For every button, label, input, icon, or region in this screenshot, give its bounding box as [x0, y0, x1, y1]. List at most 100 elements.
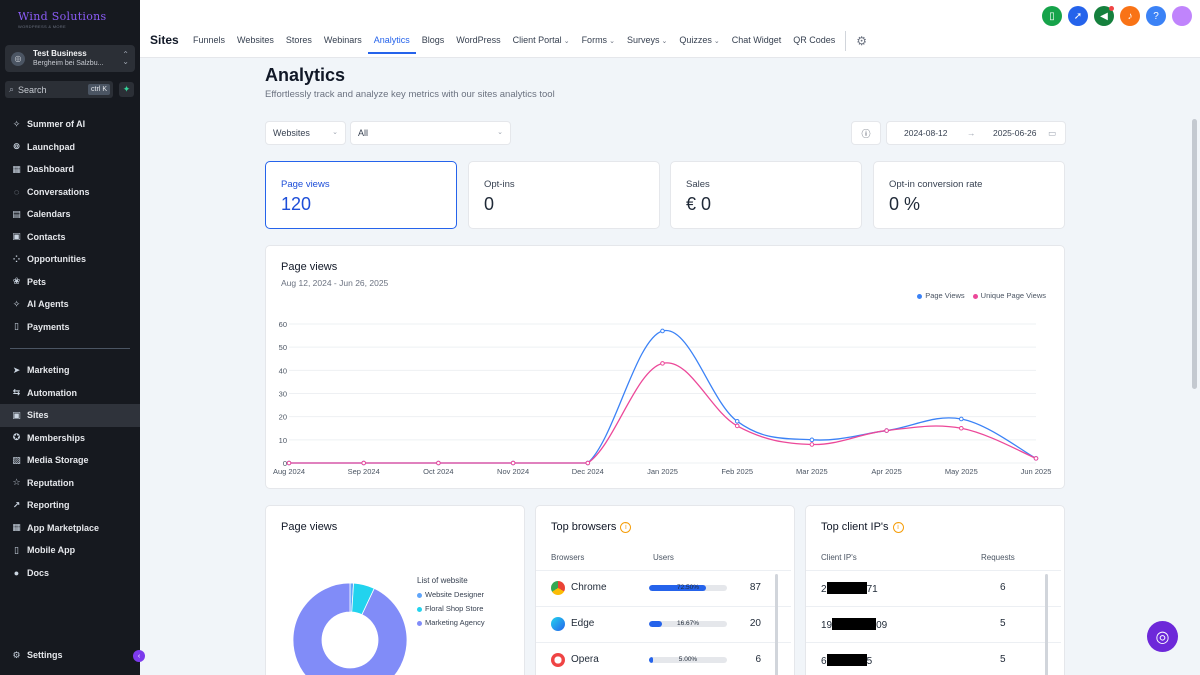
sidebar-item-memberships[interactable]: ✪ Memberships [0, 427, 140, 450]
sidebar-item-reporting[interactable]: ↗ Reporting [0, 494, 140, 517]
info-icon[interactable]: i [892, 522, 904, 533]
sidebar-item-marketing[interactable]: ➤ Marketing [0, 359, 140, 382]
data-point[interactable] [660, 361, 665, 366]
logo[interactable]: Wind Solutions WORDPRESS & MORE [18, 10, 122, 34]
ips-scrollbar[interactable] [1045, 574, 1048, 675]
stat-sales[interactable]: Sales € 0 [670, 161, 862, 229]
help-icon[interactable]: ? [1146, 6, 1166, 26]
page-scrollbar[interactable] [1192, 119, 1197, 389]
data-point[interactable] [286, 460, 292, 466]
date-range-picker[interactable]: 2024-08-12 → 2025-06-26 ▭ [886, 121, 1066, 145]
sidebar-item-app-marketplace[interactable]: ▦ App Marketplace [0, 517, 140, 540]
data-point[interactable] [884, 428, 889, 433]
sidebar-item-launchpad[interactable]: ⊚ Launchpad [0, 136, 140, 159]
sidebar-item-payments[interactable]: ▯ Payments [0, 316, 140, 339]
card-title: Page views [281, 521, 338, 533]
pie-legend-item[interactable]: Floral Shop Store [417, 604, 485, 613]
data-point[interactable] [361, 460, 366, 466]
legend-swatch [917, 293, 923, 299]
data-point[interactable] [959, 416, 964, 422]
quick-action-bolt-icon[interactable]: ✦ [119, 82, 134, 97]
tab-websites[interactable]: Websites [231, 28, 280, 54]
megaphone-icon[interactable]: ◀ [1094, 6, 1114, 26]
data-point[interactable] [1033, 456, 1039, 461]
filter-value-select[interactable]: All ⌄ [350, 121, 511, 145]
tab-qr-codes[interactable]: QR Codes [787, 28, 841, 54]
tab-funnels[interactable]: Funnels [187, 28, 231, 54]
collapse-sidebar-button[interactable]: ‹ [133, 650, 145, 662]
sidebar-item-automation[interactable]: ⇆ Automation [0, 382, 140, 405]
sidebar-item-mobile-app[interactable]: ▯ Mobile App [0, 539, 140, 562]
data-point[interactable] [734, 423, 740, 429]
browser-row-chrome[interactable]: Chrome 72.50% 87 [536, 570, 791, 606]
chevron-down-icon: ⌄ [661, 38, 668, 45]
help-widget-button[interactable]: ◎ [1147, 621, 1178, 652]
browser-row-opera[interactable]: Opera 5.00% 6 [536, 642, 791, 675]
request-count: 5 [1000, 618, 1006, 629]
sidebar-item-summer-of-ai[interactable]: ✧ Summer of AI [0, 113, 140, 136]
data-point[interactable] [585, 460, 591, 466]
tab-blogs[interactable]: Blogs [416, 28, 451, 54]
data-point[interactable] [809, 437, 815, 443]
pie-slice-marketing-agency[interactable] [292, 582, 408, 675]
sidebar-item-conversations[interactable]: ◌ Conversations [0, 181, 140, 204]
tab-quizzes[interactable]: Quizzes ⌄ [673, 28, 725, 54]
browser-row-edge[interactable]: Edge 16.67% 20 [536, 606, 791, 642]
bell-icon[interactable]: ♪ [1120, 6, 1140, 26]
data-point[interactable] [660, 328, 665, 334]
data-point[interactable] [436, 460, 441, 466]
avatar[interactable] [1172, 6, 1192, 26]
tab-wordpress[interactable]: WordPress [450, 28, 506, 54]
ip-row[interactable]: 19 09 5 [806, 606, 1061, 642]
stat-opt-ins[interactable]: Opt-ins 0 [468, 161, 660, 229]
data-point[interactable] [809, 442, 815, 447]
tab-analytics[interactable]: Analytics [367, 28, 416, 54]
tab-forms[interactable]: Forms ⌄ [576, 28, 621, 54]
sidebar-item-settings[interactable]: ⚙ Settings [0, 644, 140, 667]
sidebar-item-ai-agents[interactable]: ✧ AI Agents [0, 293, 140, 316]
info-icon[interactable]: i [620, 522, 632, 533]
tab-stores[interactable]: Stores [280, 28, 318, 54]
sidebar-item-media-storage[interactable]: ▨ Media Storage [0, 449, 140, 472]
sidebar-item-calendars[interactable]: ▤ Calendars [0, 203, 140, 226]
x-tick-label: Aug 2024 [273, 467, 305, 476]
data-point[interactable] [734, 419, 740, 424]
tab-webinars[interactable]: Webinars [318, 28, 368, 54]
search-input[interactable] [18, 84, 79, 95]
opportunities-icon: ⁘ [12, 253, 21, 264]
sidebar-item-docs[interactable]: ● Docs [0, 562, 140, 585]
sidebar-item-contacts[interactable]: ▣ Contacts [0, 226, 140, 249]
stat-conversion-rate[interactable]: Opt-in conversion rate 0 % [873, 161, 1065, 229]
sidebar-item-opportunities[interactable]: ⁘ Opportunities [0, 248, 140, 271]
search-box[interactable]: ⌕ ctrl K [5, 81, 113, 98]
star-icon: ☆ [12, 477, 21, 488]
data-point[interactable] [510, 460, 516, 466]
info-button[interactable]: ⓘ [851, 121, 881, 145]
sidebar-item-sites[interactable]: ▣ Sites [0, 404, 140, 427]
gear-icon[interactable]: ⚙ [856, 34, 868, 48]
rocket-launch-icon[interactable]: ➚ [1068, 6, 1088, 26]
browsers-scrollbar[interactable] [775, 574, 778, 675]
data-point[interactable] [959, 425, 964, 431]
legend-item[interactable]: Unique Page Views [972, 291, 1046, 300]
tab-chat-widget[interactable]: Chat Widget [726, 28, 788, 54]
pie-legend-item[interactable]: Website Designer [417, 590, 485, 599]
sidebar-item-dashboard[interactable]: ▦ Dashboard [0, 158, 140, 181]
usage-bar-fill [649, 585, 706, 591]
filter-type-select[interactable]: Websites ⌄ [265, 121, 346, 145]
ip-row[interactable]: 2 71 6 [806, 570, 1061, 606]
legend-item[interactable]: Page Views [917, 291, 965, 300]
pie-legend-item[interactable]: Marketing Agency [417, 618, 485, 627]
chart-icon: ↗ [12, 499, 21, 510]
account-switcher[interactable]: ◎ Test Business Bergheim bei Salzbu... ⌃… [5, 45, 135, 72]
tab-surveys[interactable]: Surveys ⌄ [621, 28, 673, 54]
tab-client-portal[interactable]: Client Portal ⌄ [507, 28, 576, 54]
sidebar-item-pets[interactable]: ❀ Pets [0, 271, 140, 294]
stat-page-views[interactable]: Page views 120 [265, 161, 457, 229]
filter-value: All [358, 128, 369, 138]
phone-icon[interactable]: ▯ [1042, 6, 1062, 26]
logo-text: Wind Solutions [18, 10, 107, 23]
sidebar-item-reputation[interactable]: ☆ Reputation [0, 472, 140, 495]
y-tick-label: 60 [279, 320, 287, 329]
